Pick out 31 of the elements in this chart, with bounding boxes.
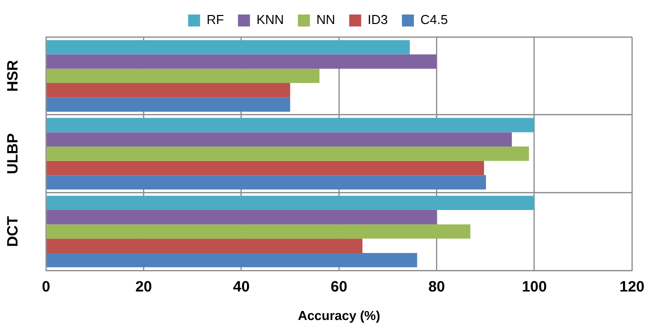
bar xyxy=(46,54,437,69)
x-tick-label: 60 xyxy=(330,278,348,296)
bar xyxy=(46,224,470,239)
legend-label: KNN xyxy=(256,12,284,28)
bar xyxy=(46,118,534,132)
bar xyxy=(46,146,529,161)
legend-label: NN xyxy=(316,12,336,28)
bar xyxy=(46,40,410,54)
legend-label: C4.5 xyxy=(420,12,448,28)
x-tick-label: 40 xyxy=(232,278,250,296)
y-tick-label: ULBP xyxy=(4,133,22,174)
x-tick-label: 100 xyxy=(522,278,547,296)
bar xyxy=(46,252,418,268)
x-tick-label: 80 xyxy=(428,278,446,296)
bar xyxy=(46,132,512,147)
bar xyxy=(46,238,362,253)
bar xyxy=(46,97,290,112)
x-tick-label: 120 xyxy=(619,278,645,296)
bar xyxy=(46,196,534,210)
bar xyxy=(46,83,290,98)
x-tick-label: 20 xyxy=(135,278,152,296)
bar xyxy=(46,160,484,176)
y-tick-label: HSR xyxy=(4,60,22,92)
x-tick-label: 0 xyxy=(42,278,50,296)
bar xyxy=(46,175,486,190)
legend-label: RF xyxy=(206,12,224,28)
y-tick-label: DCT xyxy=(4,216,22,247)
bar xyxy=(46,68,320,84)
x-axis-title: Accuracy (%) xyxy=(298,308,380,323)
bar xyxy=(46,210,437,224)
legend-label: ID3 xyxy=(368,12,388,28)
